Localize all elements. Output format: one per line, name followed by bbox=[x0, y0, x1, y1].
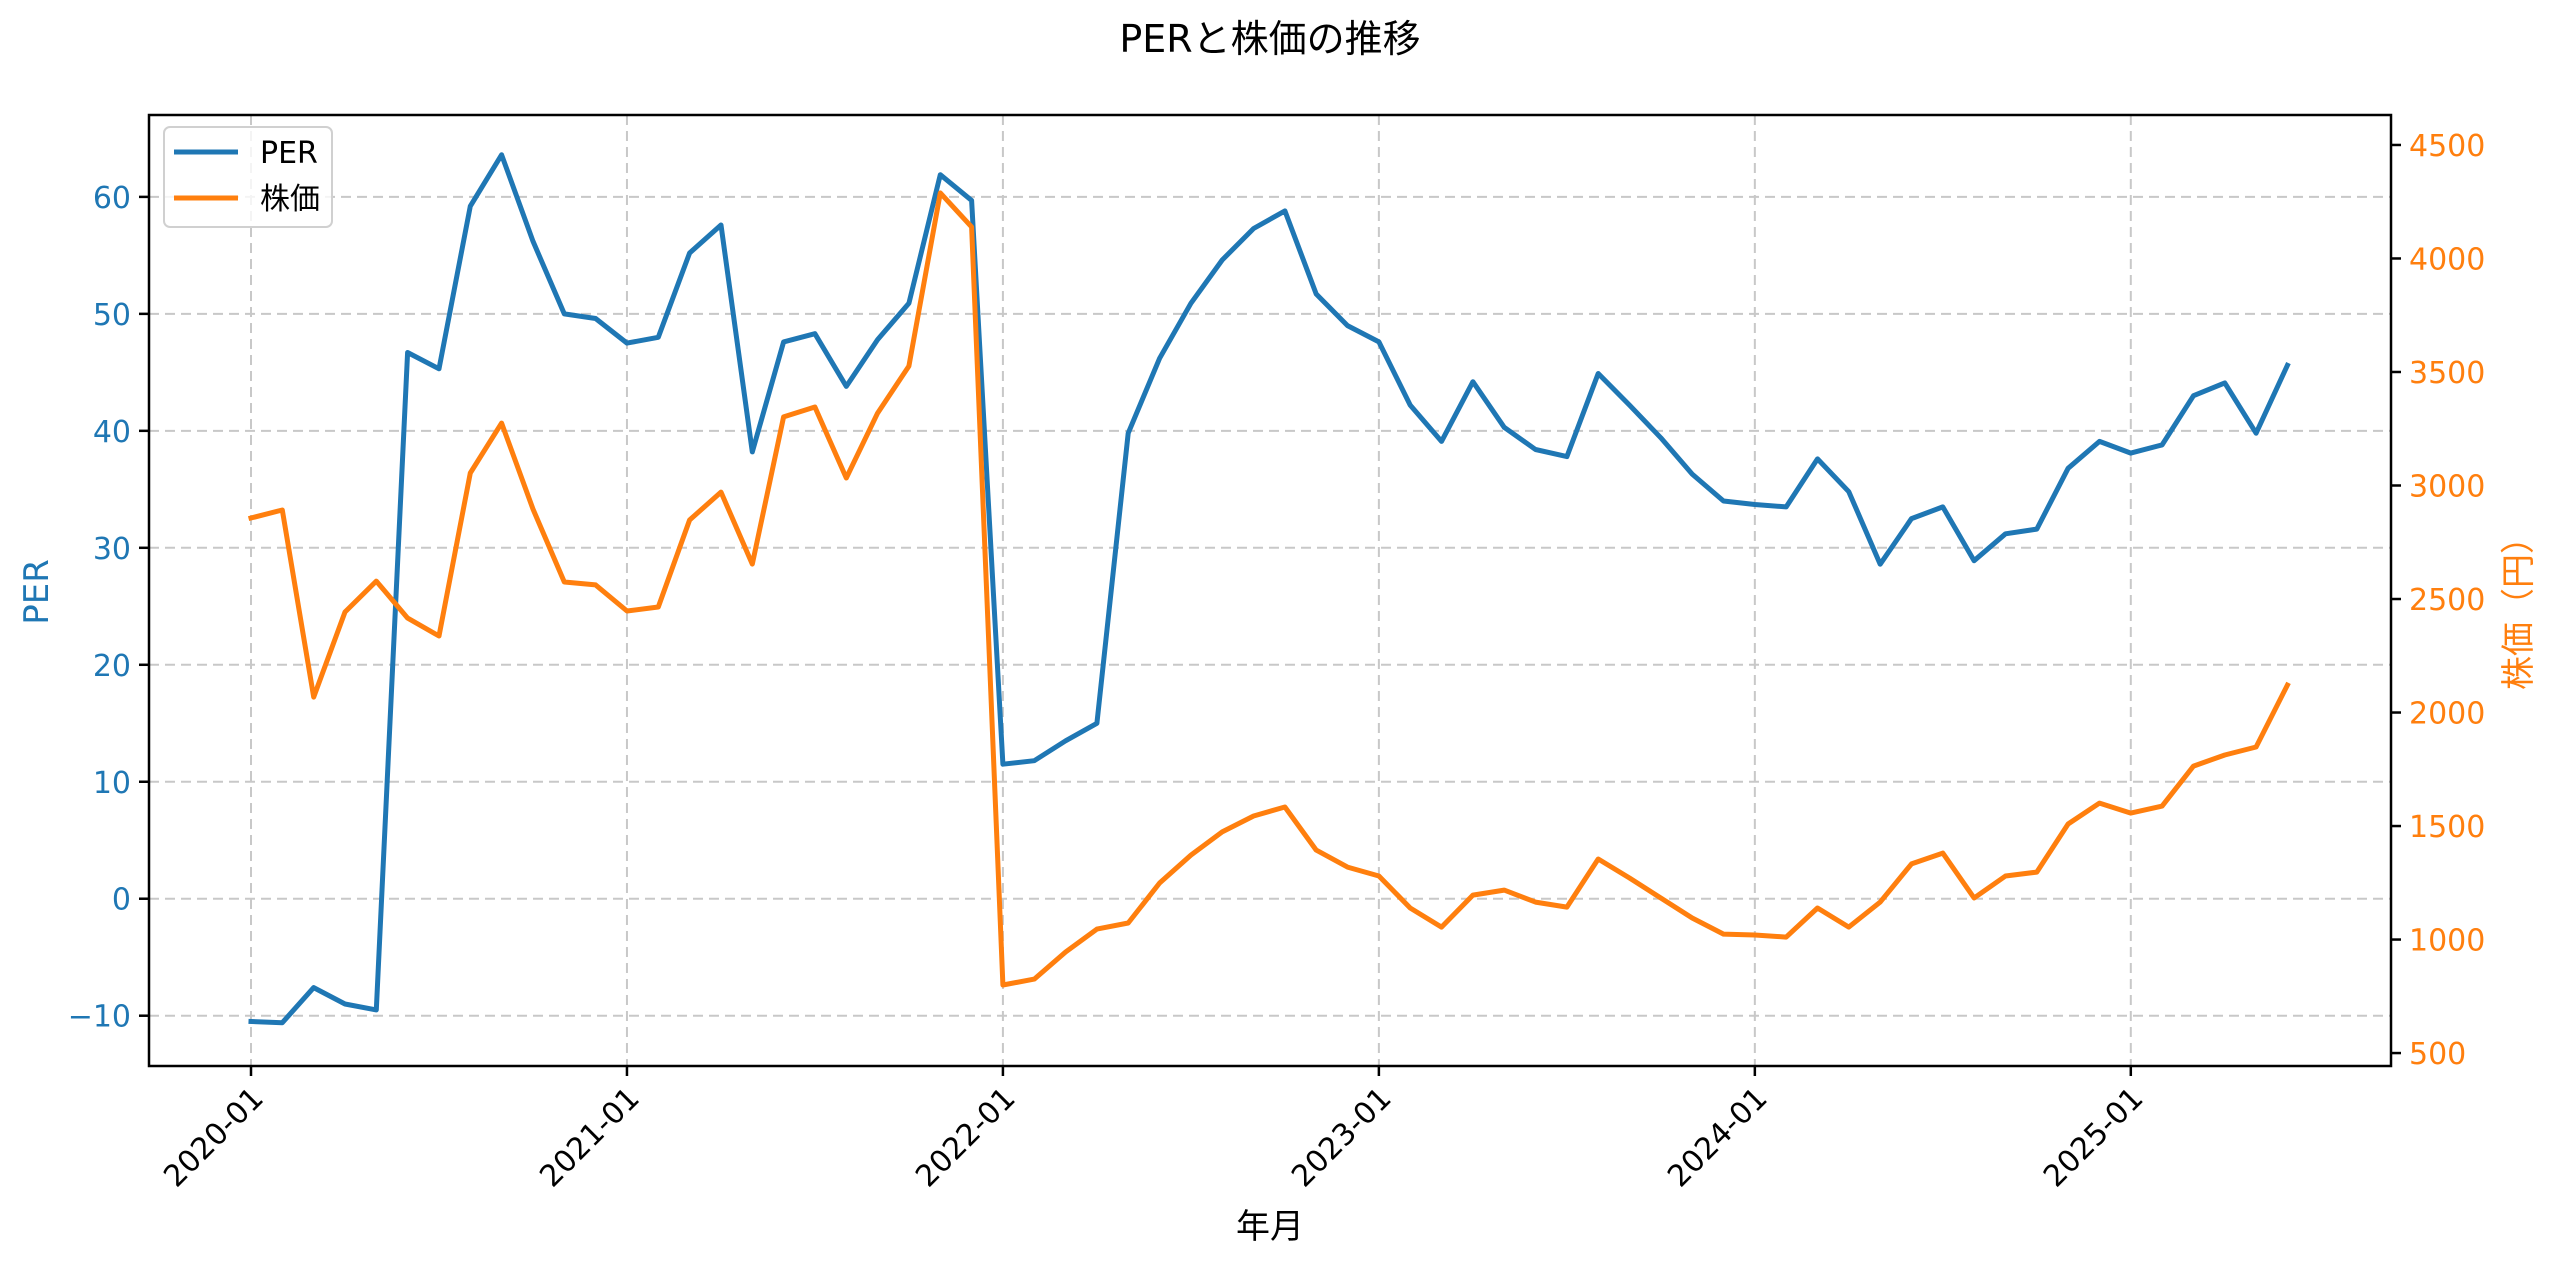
y-axis-left-label: PER bbox=[17, 559, 57, 625]
y-tick-right-label: 2000 bbox=[2409, 697, 2485, 732]
y-tick-right-label: 4500 bbox=[2409, 129, 2485, 164]
y-tick-right-label: 1500 bbox=[2409, 810, 2485, 845]
series-line-price bbox=[247, 190, 2291, 988]
x-tick-label: 2021-01 bbox=[533, 1081, 646, 1194]
y-tick-left-label: 60 bbox=[93, 181, 131, 216]
legend: PER 株価 bbox=[163, 126, 333, 228]
x-axis-label: 年月 bbox=[1236, 1207, 1304, 1247]
y-tick-left-label: −10 bbox=[68, 1000, 131, 1035]
y-tick-left-label: 40 bbox=[93, 415, 131, 450]
y-tick-right-label: 1000 bbox=[2409, 924, 2485, 959]
y-tick-right-label: 4000 bbox=[2409, 242, 2485, 277]
legend-label-per: PER bbox=[260, 136, 318, 171]
x-tick-label: 2024-01 bbox=[1661, 1081, 1774, 1194]
y-axis-right-label: 株価（円） bbox=[2499, 520, 2539, 690]
y-tick-left-label: 50 bbox=[93, 298, 131, 333]
y-tick-left-label: 20 bbox=[93, 649, 131, 684]
y-tick-right-label: 500 bbox=[2409, 1037, 2466, 1072]
grid-lines bbox=[149, 115, 2391, 1066]
y-axis-right: 500 1000 1500 2000 2500 3000 3500 4000 4500 bbox=[2391, 129, 2485, 1072]
x-tick-label: 2020-01 bbox=[157, 1081, 270, 1194]
x-axis: 2020-01 2021-01 2022-01 2023-01 2024-01 2025-… bbox=[157, 1066, 2150, 1194]
series-layer bbox=[247, 152, 2291, 1026]
legend-label-price: 株価 bbox=[260, 182, 320, 217]
y-tick-right-label: 3500 bbox=[2409, 356, 2485, 391]
series-line-per bbox=[248, 152, 2291, 1026]
x-tick-label: 2025-01 bbox=[2037, 1081, 2150, 1194]
y-tick-left-label: 10 bbox=[93, 766, 131, 801]
chart-title: PERと株価の推移 bbox=[1119, 17, 1420, 61]
y-tick-left-label: 30 bbox=[93, 532, 131, 567]
y-tick-left-label: 0 bbox=[112, 883, 131, 918]
y-axis-left: −10 0 10 20 30 40 50 60 bbox=[68, 181, 149, 1035]
x-tick-label: 2022-01 bbox=[909, 1081, 1022, 1194]
plot-frame bbox=[147, 113, 2393, 1068]
y-tick-right-label: 3000 bbox=[2409, 470, 2485, 505]
y-tick-right-label: 2500 bbox=[2409, 583, 2485, 618]
x-tick-label: 2023-01 bbox=[1285, 1081, 1398, 1194]
